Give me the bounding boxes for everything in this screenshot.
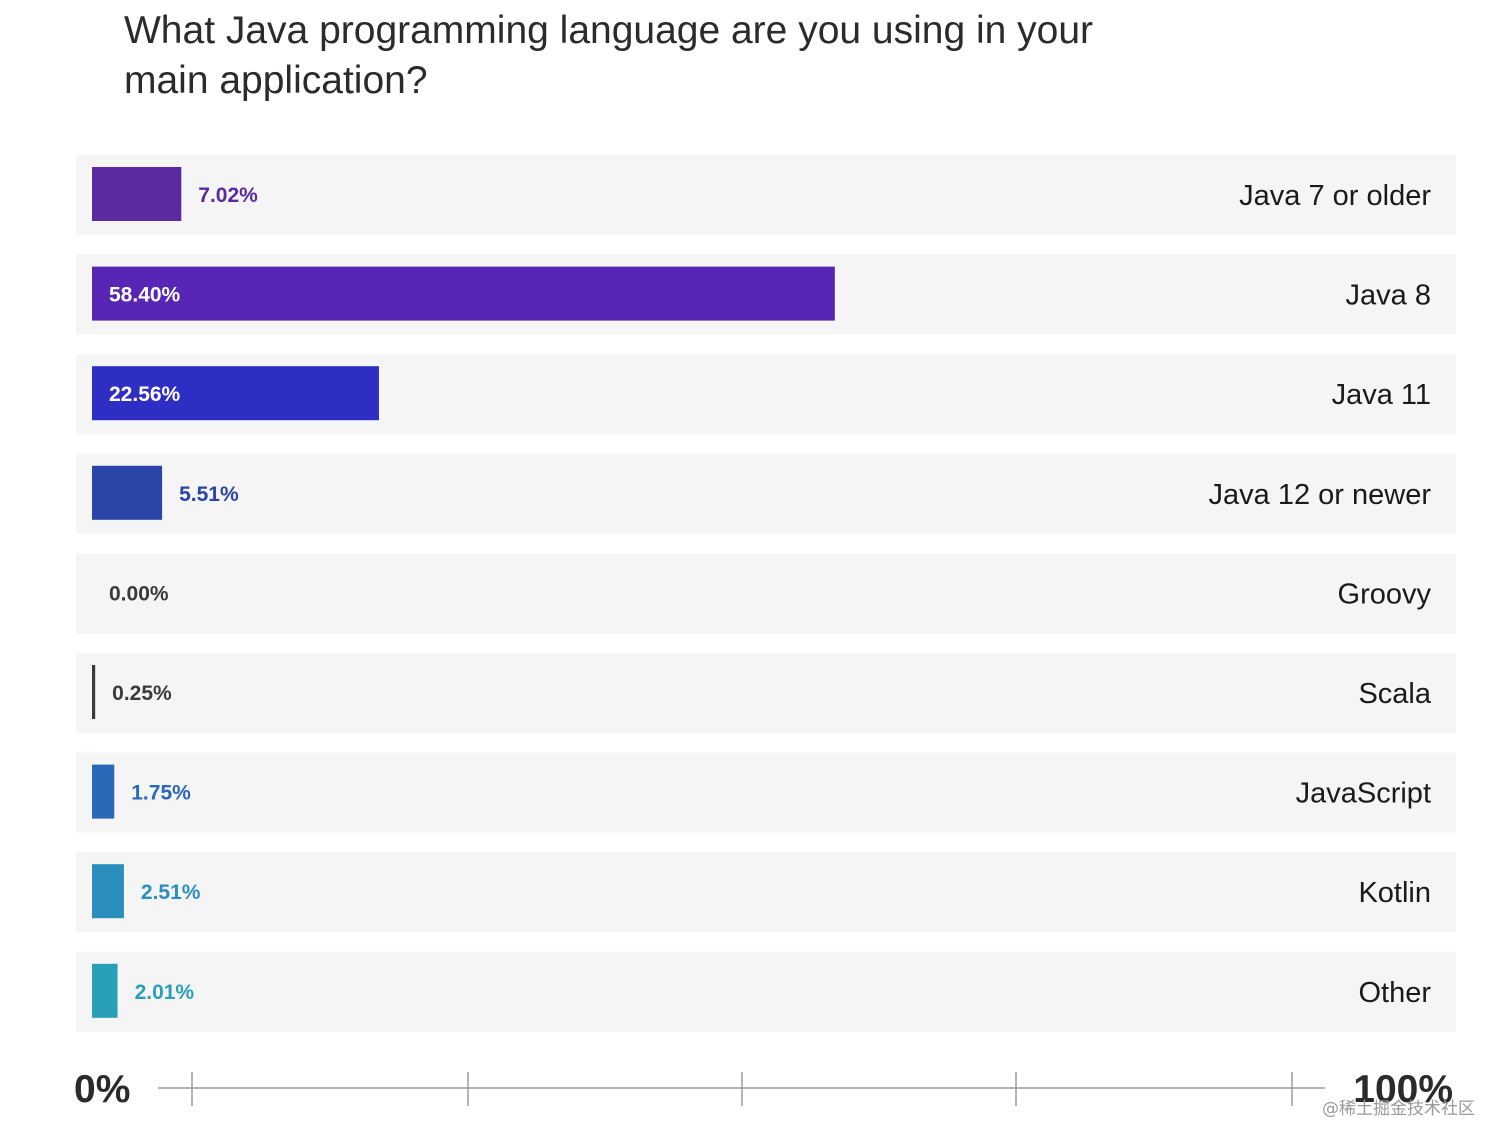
bar xyxy=(92,167,182,221)
data-label: 5.51% xyxy=(179,483,239,506)
bar xyxy=(92,366,379,421)
row-background xyxy=(76,752,1456,833)
category-label: JavaScript xyxy=(1296,778,1431,810)
category-label: Groovy xyxy=(1338,578,1432,610)
row-background xyxy=(76,951,1456,1032)
data-label: 7.02% xyxy=(198,184,258,207)
data-label: 22.56% xyxy=(109,383,181,406)
data-label: 2.51% xyxy=(141,881,201,904)
watermark: @稀土掘金技术社区 xyxy=(1322,1099,1475,1119)
category-label: Java 11 xyxy=(1332,379,1431,411)
x-tick-label: 100% xyxy=(1353,1068,1453,1111)
bar xyxy=(92,864,124,919)
data-label: 1.75% xyxy=(131,782,191,805)
category-label: Other xyxy=(1358,977,1431,1009)
row-background xyxy=(76,453,1456,534)
row-background xyxy=(76,653,1456,733)
category-label: Java 12 or newer xyxy=(1209,479,1432,511)
bar xyxy=(92,465,163,520)
bar xyxy=(92,266,835,321)
row-background xyxy=(76,155,1456,235)
category-label: Java 8 xyxy=(1346,280,1431,312)
data-label: 58.40% xyxy=(109,284,181,307)
category-label: Kotlin xyxy=(1358,877,1431,909)
chart-title: What Java programming language are you u… xyxy=(124,9,1094,102)
category-label: Java 7 or older xyxy=(1239,180,1431,212)
row-background xyxy=(76,553,1456,634)
data-label: 2.01% xyxy=(135,981,195,1004)
x-tick-label: 0% xyxy=(74,1068,130,1111)
bar xyxy=(92,764,115,819)
row-background xyxy=(76,852,1456,933)
bar xyxy=(92,963,118,1018)
data-label: 0.00% xyxy=(109,582,169,605)
data-label: 0.25% xyxy=(112,682,172,705)
bar xyxy=(92,665,96,719)
category-label: Scala xyxy=(1358,678,1431,710)
